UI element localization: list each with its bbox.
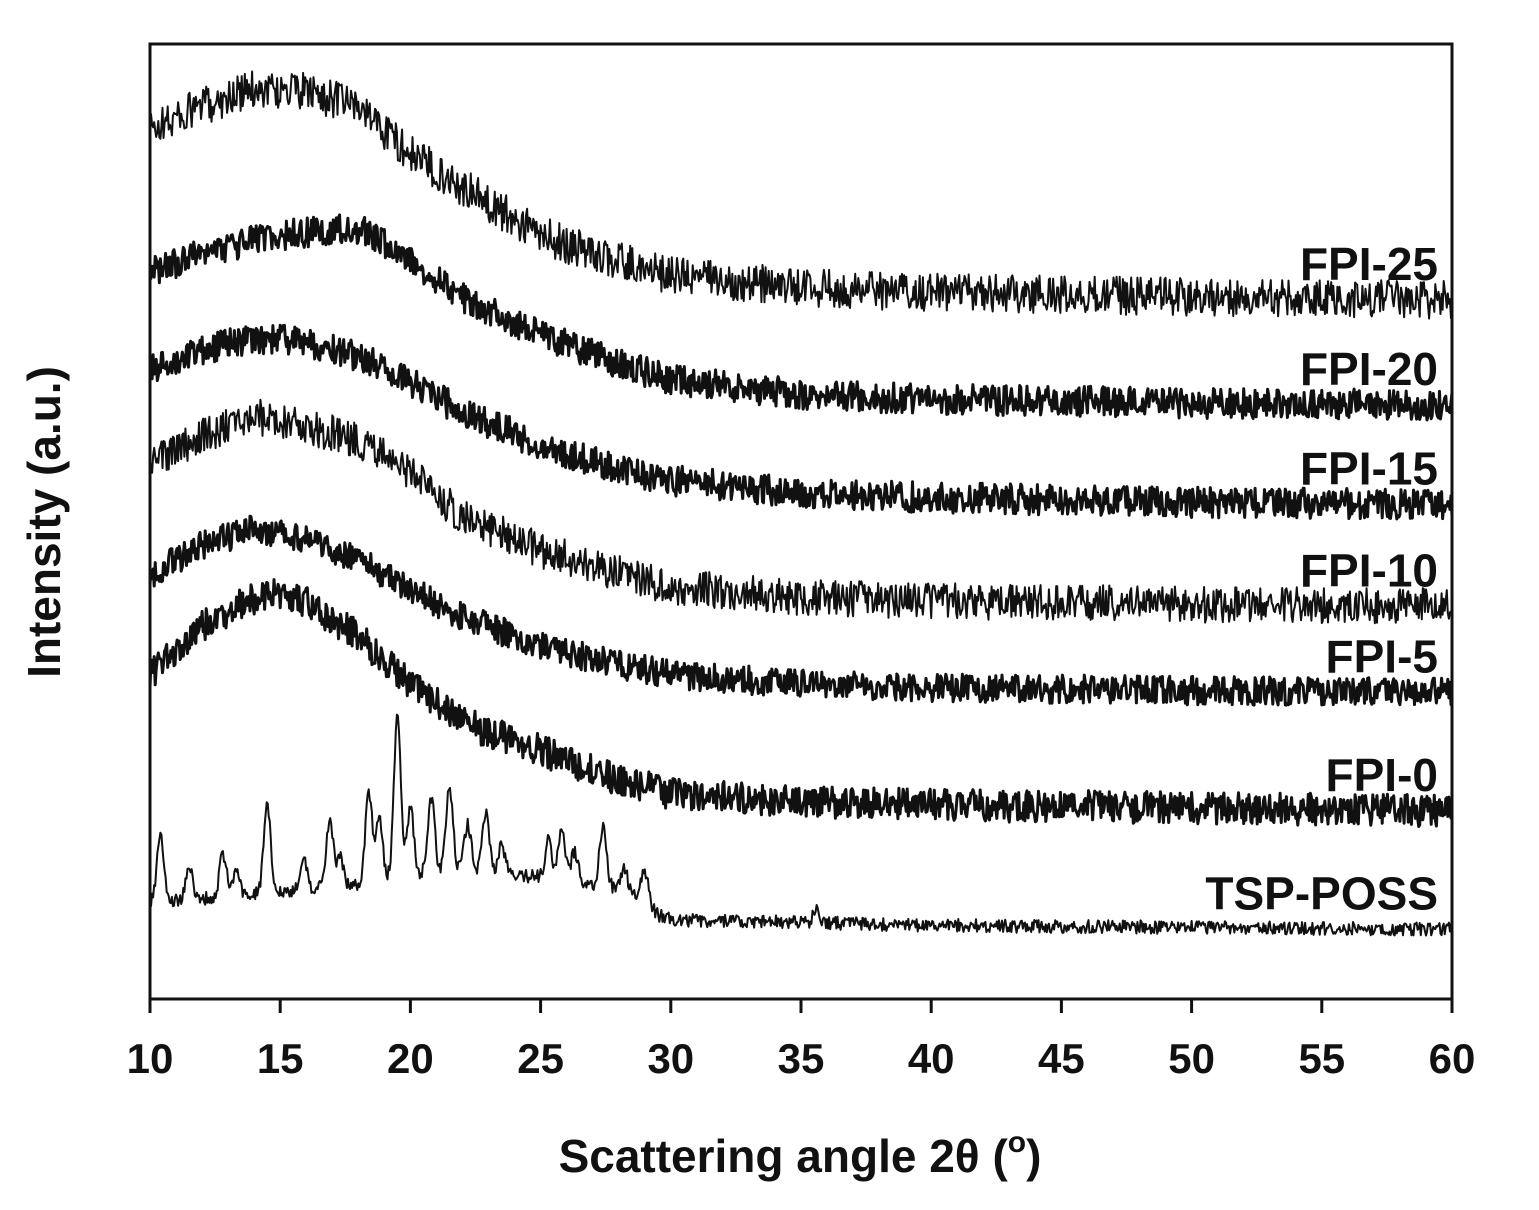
- series-line-fpi-25: [149, 70, 1453, 320]
- series-line-tsp-poss: [149, 713, 1453, 937]
- series-label-fpi-5: FPI-5: [1326, 630, 1438, 682]
- series-label-fpi-10: FPI-10: [1300, 545, 1438, 597]
- series-label-fpi-25: FPI-25: [1300, 238, 1438, 290]
- x-axis-title: Scattering angle 2θ (o): [559, 1126, 1042, 1182]
- series-label-fpi-20: FPI-20: [1300, 343, 1438, 395]
- x-tick-label: 15: [257, 1035, 304, 1082]
- x-tick-label: 45: [1038, 1035, 1085, 1082]
- series-line-fpi-0: [148, 578, 1454, 828]
- series-label-fpi-15: FPI-15: [1300, 442, 1438, 494]
- series-line-fpi-10: [149, 398, 1453, 625]
- series-label-fpi-0: FPI-0: [1326, 749, 1438, 801]
- plot-frame: [148, 42, 1454, 1001]
- x-axis-title-main: Scattering angle 2θ (: [559, 1130, 1009, 1182]
- x-tick-label: 50: [1168, 1035, 1215, 1082]
- x-tick-label: 25: [517, 1035, 564, 1082]
- x-tick-label: 20: [387, 1035, 434, 1082]
- x-axis-ticks: 10 15 20 25 30 35 40 45 50 55 60: [127, 999, 1476, 1082]
- x-tick-label: 55: [1298, 1035, 1345, 1082]
- series-line-fpi-15: [148, 323, 1454, 521]
- y-axis-title: Intensity (a.u.): [18, 366, 70, 678]
- x-tick-label: 35: [778, 1035, 825, 1082]
- x-tick-label: 10: [127, 1035, 174, 1082]
- x-tick-label: 60: [1429, 1035, 1476, 1082]
- series-label-tsp-poss: TSP-POSS: [1205, 867, 1438, 919]
- series-line-fpi-20: [148, 213, 1454, 422]
- series-labels: FPI-25 FPI-20 FPI-15 FPI-10 FPI-5 FPI-0 TSP-PO…: [1205, 238, 1438, 919]
- x-axis-title-unit: o: [1008, 1126, 1026, 1159]
- x-axis-title-end: ): [1026, 1130, 1041, 1182]
- x-tick-label: 40: [908, 1035, 955, 1082]
- x-tick-label: 30: [647, 1035, 694, 1082]
- series-layer: [148, 70, 1454, 937]
- series-line-fpi-5: [148, 514, 1454, 707]
